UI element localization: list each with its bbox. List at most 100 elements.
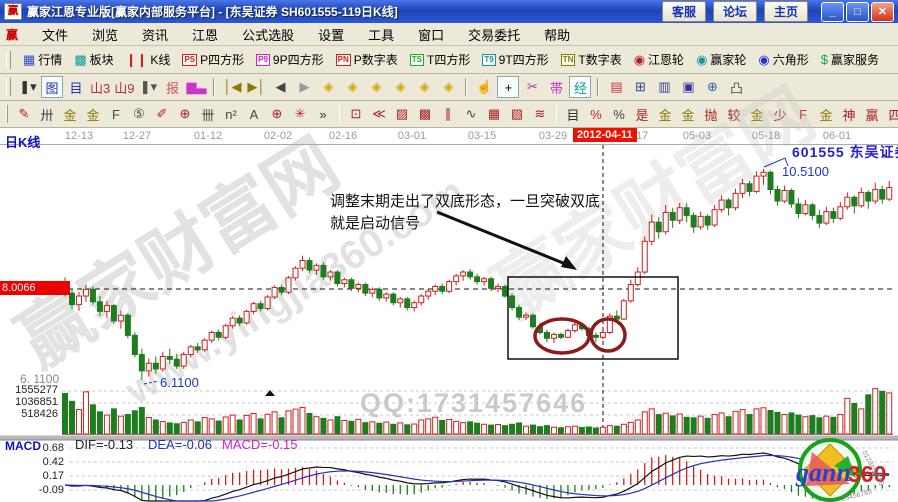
winner-service-button[interactable]: $ 赢家服务 (817, 50, 883, 69)
analysis-tool[interactable]: 经 (569, 76, 592, 98)
gold-angle-tool[interactable]: 金 (819, 107, 833, 123)
minimize-button[interactable]: _ (821, 1, 844, 22)
menu-file[interactable]: 文件 (42, 27, 69, 43)
kline-style-dropdown[interactable]: ❚▾ (19, 79, 37, 94)
four-tool[interactable]: 四 (884, 103, 898, 125)
draw-pen-2[interactable]: ✐ (156, 106, 168, 121)
gann-shi-tool[interactable]: 是 (635, 107, 649, 123)
angle-lines-tool[interactable]: ≋ (534, 106, 546, 121)
percent-retrace-tool[interactable]: % (590, 106, 602, 122)
report-button[interactable]: 报 (165, 80, 179, 96)
wave-line-tool[interactable]: ∿ (465, 106, 477, 121)
gann-diamond-left[interactable]: ◈ (323, 79, 334, 94)
gann-circle-tool[interactable]: ⊕ (271, 106, 283, 121)
home-button[interactable]: 主页 (763, 1, 808, 22)
bars-3-button[interactable]: 山3 (90, 80, 111, 96)
date-tick: 02-16 (328, 130, 358, 142)
draw-pen-tool[interactable]: ✎ (18, 106, 30, 121)
menu-trade[interactable]: 交易委托 (468, 27, 521, 43)
hexagon-button[interactable]: ◉ 六角形 (754, 50, 812, 69)
more-tools[interactable]: » (319, 106, 327, 122)
next-bar-button[interactable]: ▶ (299, 79, 310, 94)
menu-browse[interactable]: 浏览 (92, 27, 119, 43)
menu-settings[interactable]: 设置 (318, 27, 345, 43)
gann-wheel-button[interactable]: ◉ 江恩轮 (630, 50, 688, 69)
gann-diamond-vertical[interactable]: ◈ (443, 79, 454, 94)
colored-volume-button[interactable]: ▆▃ (186, 79, 207, 94)
compare-tool[interactable]: 较 (727, 107, 741, 123)
menu-tools[interactable]: 工具 (368, 27, 395, 43)
ying-tool[interactable]: 嬴 (865, 107, 879, 123)
forum-button[interactable]: 论坛 (712, 1, 757, 22)
gann-diamond-right[interactable]: ◈ (347, 79, 358, 94)
prev-bar-button[interactable]: ◀ (275, 79, 286, 94)
hand-tool[interactable]: ☝ (476, 79, 493, 94)
sector-button[interactable]: ▩ 板块 (70, 50, 117, 69)
gold-ruler-2[interactable]: 金 (86, 107, 100, 123)
gann-star-tool[interactable]: ✳ (294, 106, 306, 121)
wave-ruler[interactable]: ⑤ (133, 106, 145, 121)
9p-square-button[interactable]: P9 9P四方形 (252, 50, 327, 69)
computer-icon[interactable]: 凸 (729, 80, 743, 96)
bars-9-button[interactable]: 山9 (114, 80, 135, 96)
quote-button[interactable]: ▦ 行情 (19, 50, 66, 69)
calendar-icon[interactable]: ▤ (610, 79, 623, 94)
gold-ruler-1[interactable]: 金 (63, 107, 77, 123)
gann-grid-filled-tool[interactable]: ▩ (418, 106, 432, 121)
gann-diamond-plus[interactable]: ◈ (419, 79, 430, 94)
t-square-button[interactable]: TS T四方形 (406, 50, 475, 69)
winner-wheel-button-label: 赢家轮 (710, 53, 747, 67)
scissors-tool[interactable]: ✂ (527, 79, 538, 94)
shen-tool[interactable]: 神 (842, 107, 856, 123)
crosshair-tool[interactable]: + (497, 76, 520, 98)
network-icon[interactable]: ⊕ (707, 79, 718, 94)
notepad-icon[interactable]: ▥ (658, 79, 671, 94)
calculator-icon[interactable]: ⊞ (635, 79, 646, 94)
menu-news[interactable]: 资讯 (142, 27, 169, 43)
gold-section-tool-2[interactable]: 金 (681, 107, 695, 123)
kline-button[interactable]: ❙❙ K线 (122, 50, 175, 69)
circle-ruler[interactable]: ⊕ (179, 106, 191, 121)
angle-tool[interactable]: A (249, 106, 259, 122)
gann-fan-tool[interactable]: ≪ (372, 106, 386, 121)
pattern-view-button[interactable]: 图 (41, 76, 63, 98)
p-table-button[interactable]: PN P数字表 (332, 50, 402, 69)
maximize-button[interactable]: □ (846, 1, 869, 22)
band-tool[interactable]: 帯 (549, 80, 563, 96)
list-view-button[interactable]: 目 (69, 80, 83, 96)
9t-square-button[interactable]: T9 9T四方形 (478, 50, 552, 69)
chart-canvas[interactable]: 赢家财富网 www.yingjia360.com 赢家财富网 QQ:173145… (0, 74, 898, 502)
shao-tool[interactable]: 少 (773, 107, 787, 123)
last-bar-button[interactable]: ▶│ (247, 79, 266, 94)
gann-diamond-cross[interactable]: ◈ (395, 79, 406, 94)
menu-formula-picker[interactable]: 公式选股 (242, 27, 295, 43)
winner-wheel-button[interactable]: ◉ 赢家轮 (692, 50, 750, 69)
ruler-tool[interactable]: 卅 (40, 107, 54, 123)
gold-section-tool[interactable]: 金 (658, 107, 672, 123)
p-square-button[interactable]: PS P四方形 (178, 50, 248, 69)
fib-line-tool[interactable]: F (799, 106, 807, 122)
t-table-button[interactable]: TN T数字表 (557, 50, 626, 69)
service-button[interactable]: 客服 (661, 1, 706, 22)
square-number-ruler[interactable]: n² (225, 106, 237, 122)
gann-grid-tool[interactable]: ▨ (395, 106, 409, 121)
measure-tool[interactable]: 目 (566, 107, 580, 123)
grid-tool-2[interactable]: ▧ (510, 106, 524, 121)
parabola-tool[interactable]: 抛 (704, 107, 718, 123)
ruler-2[interactable]: 卌 (201, 107, 215, 123)
close-button[interactable]: ✕ (871, 1, 894, 22)
speed-line-tool[interactable]: ∥ (444, 106, 452, 121)
menu-help[interactable]: 帮助 (544, 27, 571, 43)
save-icon[interactable]: ▣ (682, 79, 695, 94)
gann-box-tool[interactable]: ⊡ (350, 106, 362, 121)
gann-diamond-horizontal[interactable]: ◈ (371, 79, 382, 94)
menu-gann[interactable]: 江恩 (192, 27, 219, 43)
fibonacci-ruler[interactable]: F (112, 106, 120, 122)
gold-line-tool[interactable]: 金 (750, 107, 764, 123)
candle-type-dropdown[interactable]: ❚▾ (139, 79, 158, 94)
grid-tool[interactable]: ▦ (487, 106, 501, 121)
first-bar-button[interactable]: │◀ (223, 79, 242, 94)
menu-window[interactable]: 窗口 (418, 27, 445, 43)
percent-tool[interactable]: % (613, 106, 625, 122)
